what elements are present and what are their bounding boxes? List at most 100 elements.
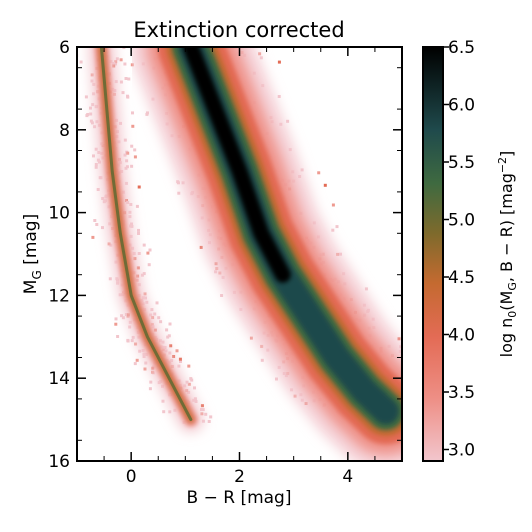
density-bin	[335, 225, 339, 229]
x-tick-label: 2	[234, 467, 245, 487]
density-bin	[125, 165, 129, 169]
density-bin	[200, 404, 204, 408]
density-bin	[194, 400, 198, 403]
density-bin	[162, 410, 166, 414]
density-bin	[130, 63, 134, 67]
density-bin	[94, 163, 98, 166]
x-tick-label: 0	[126, 467, 137, 487]
density-bin	[90, 121, 94, 125]
density-map	[77, 43, 456, 461]
density-bin	[142, 272, 146, 276]
density-bin	[101, 226, 104, 230]
density-bin	[89, 112, 93, 116]
density-bin	[153, 312, 157, 316]
density-bin	[179, 360, 182, 363]
density-bin	[89, 106, 92, 110]
density-bin	[146, 111, 149, 115]
density-bin	[417, 381, 420, 384]
density-bin	[412, 399, 415, 402]
y-axis-label: MG [mag]	[21, 214, 44, 294]
density-bin	[169, 344, 173, 348]
density-bin	[124, 77, 128, 80]
colorbar-tick-label: 6.5	[448, 38, 475, 58]
density-bin	[95, 223, 99, 226]
density-bin	[453, 408, 456, 411]
density-bin	[207, 420, 211, 423]
colorbar-tick-label: 4.5	[448, 268, 475, 288]
density-bin	[411, 398, 414, 401]
density-bin	[413, 386, 416, 389]
density-bin	[85, 114, 89, 118]
density-bin	[407, 376, 410, 379]
density-bin	[143, 367, 147, 371]
density-bin	[91, 235, 95, 239]
density-bin	[148, 248, 152, 252]
density-bin	[123, 153, 127, 157]
density-bin	[178, 357, 182, 361]
density-bin	[418, 395, 421, 398]
density-bin	[125, 159, 129, 163]
colorbar-tick-label: 4.0	[448, 326, 475, 346]
density-bin	[331, 228, 335, 232]
density-bin	[96, 188, 100, 191]
density-bin	[177, 364, 181, 368]
density-bin	[286, 119, 290, 123]
colorbar: 6.5 6.0 5.5 5.0 4.5 4.0 3.5 3.0 log n0(MG, B − …	[422, 38, 519, 462]
density-bin	[84, 95, 88, 99]
density-bin	[193, 397, 197, 401]
density-bin	[149, 380, 153, 384]
colorbar-tick-label: 6.0	[448, 96, 475, 116]
y-tick-label: 10	[48, 204, 70, 224]
density-bin	[165, 328, 169, 332]
density-bin	[137, 232, 140, 235]
density-bin	[166, 335, 170, 339]
density-bin	[121, 316, 125, 320]
colorbar-tick-label: 5.5	[448, 153, 475, 173]
density-bin	[417, 411, 420, 414]
density-bin	[119, 58, 123, 62]
density-bin	[412, 375, 415, 378]
axis-ticks: 0 2 4 6 8 10 12 14 16	[48, 38, 402, 487]
density-bin	[155, 301, 159, 305]
density-bin	[126, 338, 130, 342]
density-bin	[137, 185, 141, 189]
density-bin	[275, 377, 278, 381]
density-bin	[133, 362, 137, 366]
y-tick-label: 8	[59, 121, 70, 141]
density-bin	[127, 77, 131, 81]
density-bin	[404, 406, 407, 409]
density-bin	[120, 314, 124, 318]
density-bin	[408, 404, 411, 407]
density-bin	[364, 287, 368, 291]
density-bin	[92, 154, 95, 158]
density-bin	[185, 380, 189, 384]
density-bin	[172, 355, 176, 358]
density-bin	[114, 317, 118, 321]
density-bin	[131, 124, 135, 128]
density-bin	[168, 43, 171, 46]
density-bin	[167, 334, 171, 338]
density-bin	[143, 292, 147, 296]
density-bin	[277, 95, 281, 98]
y-tick-label: 6	[59, 38, 70, 58]
density-bin	[114, 322, 118, 326]
density-bin	[108, 277, 112, 281]
density-bin	[133, 148, 137, 152]
density-bin	[123, 62, 127, 66]
density-bin	[413, 386, 416, 389]
density-bin	[137, 252, 141, 255]
density-bin	[168, 410, 172, 414]
density-bin	[177, 181, 180, 185]
density-bin	[135, 204, 139, 208]
density-bin	[150, 308, 154, 312]
density-bin	[406, 407, 409, 410]
density-bin	[130, 144, 134, 148]
density-bin	[177, 191, 181, 195]
density-bin	[121, 91, 125, 95]
density-bin	[140, 273, 144, 277]
density-bin	[135, 358, 139, 362]
density-bin	[418, 381, 421, 384]
density-bin	[411, 415, 414, 418]
chart-title: Extinction corrected	[133, 18, 344, 42]
